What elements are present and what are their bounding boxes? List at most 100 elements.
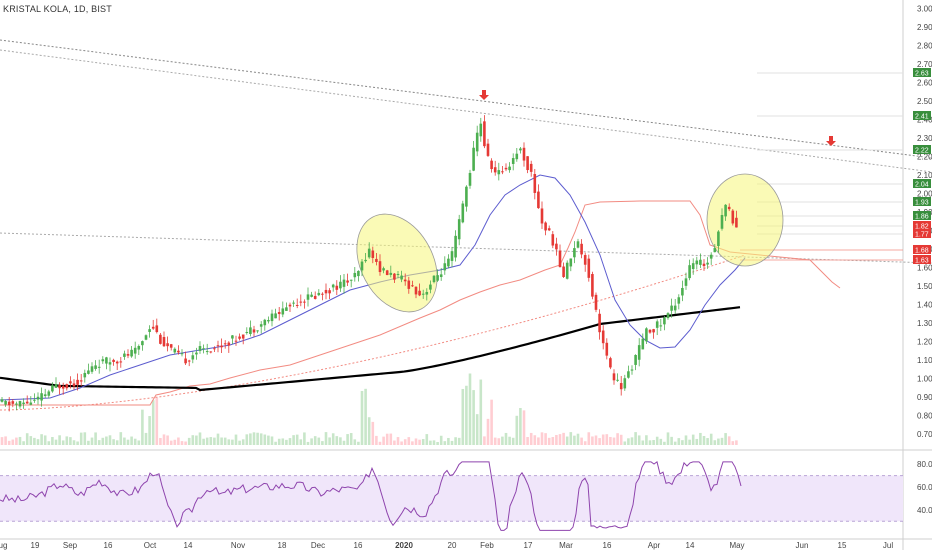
price-tick-label: 1.20 <box>917 337 932 346</box>
volume-bar <box>367 417 371 445</box>
time-tick-label: 14 <box>686 541 695 550</box>
volume-bar <box>274 441 277 445</box>
volume-bar <box>331 433 335 445</box>
volume-bar <box>522 410 526 445</box>
candle-body <box>15 403 18 405</box>
candle-body <box>292 302 295 304</box>
candle-body <box>411 285 414 287</box>
volume-bar <box>637 435 641 445</box>
volume-bar <box>565 436 569 445</box>
time-tick-label: 18 <box>278 541 287 550</box>
volume-bar <box>281 438 285 445</box>
candle-body <box>702 263 706 267</box>
volume-bar <box>267 435 270 445</box>
candle-body <box>245 331 249 333</box>
price-tick-label: 1.10 <box>917 356 932 365</box>
volume-bar <box>432 440 436 445</box>
time-tick-label: Feb <box>480 541 494 550</box>
candle-body <box>112 359 115 362</box>
candle-body <box>97 366 101 368</box>
candle-body <box>486 143 490 156</box>
candle-body <box>648 329 652 333</box>
volume-bar <box>508 436 511 445</box>
time-tick-label: 20 <box>448 541 457 550</box>
volume-bar <box>421 439 425 445</box>
volume-bar <box>706 438 709 445</box>
candle-body <box>321 293 324 295</box>
volume-bar <box>25 433 29 445</box>
candle-body <box>555 243 558 250</box>
candle-body <box>162 337 166 347</box>
volume-bar <box>407 437 411 445</box>
candle-body <box>630 369 634 371</box>
volume-bar <box>245 434 249 445</box>
price-tick-label: 1.60 <box>917 264 932 273</box>
volume-bar <box>105 436 108 445</box>
candle-body <box>475 132 479 152</box>
candle-body <box>565 262 569 279</box>
volume-bar <box>472 390 475 445</box>
volume-bar <box>461 388 465 445</box>
volume-bar <box>529 432 533 445</box>
volume-bar <box>213 437 216 445</box>
candle-body <box>450 251 454 261</box>
volume-bar <box>87 440 90 445</box>
candle-body <box>504 167 508 170</box>
volume-bar <box>393 440 396 445</box>
volume-bar <box>353 439 357 445</box>
volume-bar <box>241 439 245 445</box>
volume-bar <box>220 437 223 445</box>
volume-bar <box>270 436 274 445</box>
candle-body <box>7 401 11 406</box>
volume-bar <box>115 440 119 445</box>
candle-body <box>346 280 349 283</box>
volume-bar <box>400 441 403 445</box>
candle-body <box>659 325 663 327</box>
candle-body <box>720 215 724 229</box>
volume-bar <box>573 435 576 445</box>
time-tick-label: Jul <box>883 541 893 550</box>
candle-body <box>169 344 173 348</box>
price-tick-label: 1.30 <box>917 319 932 328</box>
volume-bar <box>436 441 439 445</box>
price-tick-label: 2.40 <box>917 116 932 125</box>
candle-body <box>627 371 630 378</box>
volume-bar <box>4 436 7 445</box>
candle-body <box>4 400 7 405</box>
candle-body <box>270 313 274 322</box>
volume-bar <box>29 436 33 445</box>
price-tick-label: 0.70 <box>917 430 932 439</box>
candle-body <box>695 260 699 265</box>
volume-bar <box>137 440 141 445</box>
candle-body <box>731 210 735 224</box>
volume-bar <box>357 441 360 445</box>
volume-bar <box>69 437 72 445</box>
candle-body <box>727 206 731 210</box>
price-tick-label: 1.50 <box>917 282 932 291</box>
candle-body <box>609 358 612 368</box>
volume-bar <box>447 437 450 445</box>
volume-bar <box>515 415 519 445</box>
candle-body <box>375 258 378 262</box>
volume-bar <box>670 436 673 445</box>
volume-bar <box>0 437 4 445</box>
long-moving-average <box>0 306 741 392</box>
price-label-text: 1.77 <box>915 232 929 239</box>
candle-body <box>58 384 61 389</box>
ema-dotted <box>0 254 745 411</box>
candle-body <box>511 158 515 164</box>
candle-body <box>11 401 15 404</box>
volume-bar <box>371 421 375 445</box>
volume-bar <box>263 434 267 445</box>
candle-body <box>133 347 137 354</box>
price-tick-label: 2.80 <box>917 42 932 51</box>
candle-body <box>634 355 637 365</box>
candle-body <box>378 261 382 273</box>
candle-body <box>717 231 720 247</box>
volume-bar <box>652 439 655 445</box>
candle-body <box>393 273 396 280</box>
candle-body <box>339 281 342 289</box>
candle-body <box>288 304 292 307</box>
volume-bar <box>238 440 241 445</box>
